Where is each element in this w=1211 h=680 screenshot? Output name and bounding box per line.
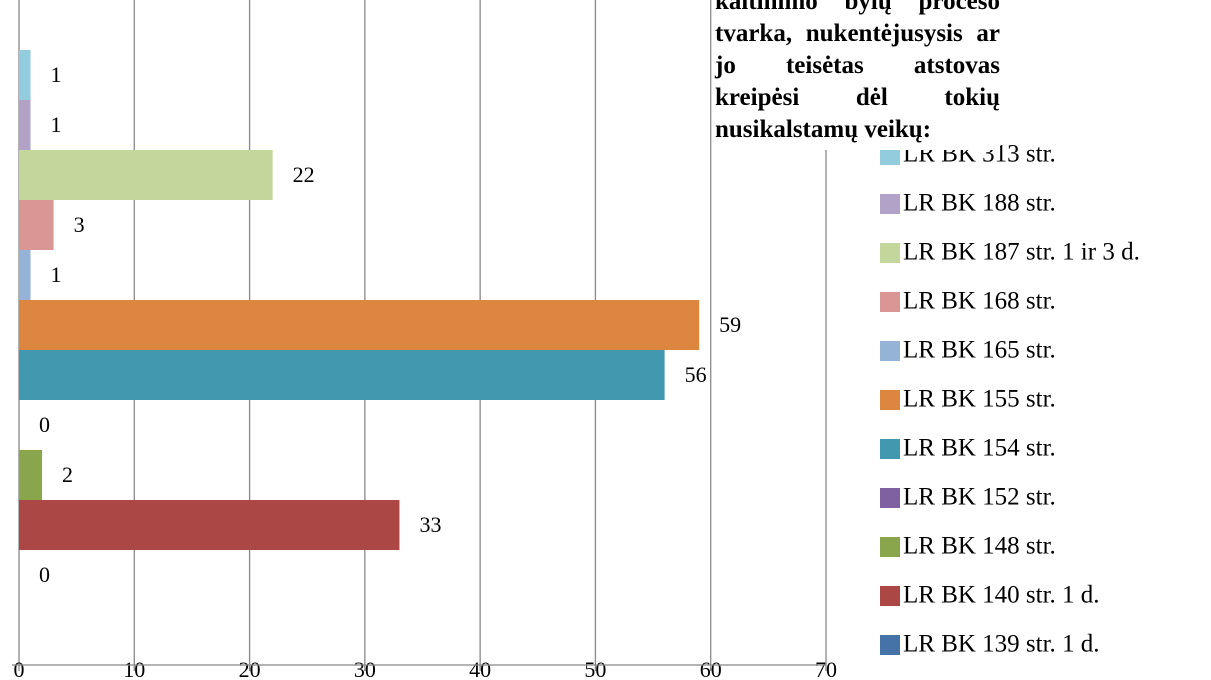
x-tick-label: 0 xyxy=(14,657,25,680)
legend-label: LR BK 187 str. 1 ir 3 d. xyxy=(903,239,1140,266)
legend-label: LR BK 154 str. xyxy=(903,435,1056,462)
data-label: 3 xyxy=(74,212,85,237)
legend-label: LR BK 140 str. 1 d. xyxy=(903,582,1100,609)
legend-label: LR BK 165 str. xyxy=(903,337,1056,364)
x-tick-label: 50 xyxy=(584,657,606,680)
data-label: 59 xyxy=(719,312,741,337)
data-label: 22 xyxy=(293,162,315,187)
data-label: 1 xyxy=(51,62,62,87)
x-tick-label: 30 xyxy=(354,657,376,680)
bar xyxy=(19,300,700,350)
bar xyxy=(19,350,665,400)
bar xyxy=(19,50,31,100)
legend-label: LR BK 148 str. xyxy=(903,533,1056,560)
bar xyxy=(19,450,43,500)
x-tick-label: 60 xyxy=(700,657,722,680)
data-label: 1 xyxy=(51,112,62,137)
legend-swatch xyxy=(880,292,900,312)
bar xyxy=(19,250,31,300)
bar xyxy=(19,150,273,200)
data-label: 0 xyxy=(39,562,50,587)
legend-label: LR BK 139 str. 1 d. xyxy=(903,631,1100,658)
x-tick-label: 40 xyxy=(469,657,491,680)
legend-label: LR BK 168 str. xyxy=(903,288,1056,315)
legend-swatch xyxy=(880,488,900,508)
legend-swatch xyxy=(880,439,900,459)
data-label: 56 xyxy=(685,362,707,387)
legend-swatch xyxy=(880,145,900,165)
legend-label: LR BK 152 str. xyxy=(903,484,1056,511)
legend-swatch xyxy=(880,586,900,606)
data-label: 33 xyxy=(419,512,441,537)
data-label: 0 xyxy=(39,412,50,437)
x-tick-label: 70 xyxy=(815,657,837,680)
bar xyxy=(19,100,31,150)
chart-title: kaltinimo bylų proceso tvarka, nukentėju… xyxy=(715,0,1000,150)
bar xyxy=(19,200,54,250)
legend-swatch xyxy=(880,537,900,557)
legend-label: LR BK 188 str. xyxy=(903,190,1056,217)
legend-label: LR BK 155 str. xyxy=(903,386,1056,413)
legend-swatch xyxy=(880,635,900,655)
data-label: 2 xyxy=(62,462,73,487)
data-label: 1 xyxy=(51,262,62,287)
legend-swatch xyxy=(880,194,900,214)
bar xyxy=(19,500,400,550)
x-tick-label: 20 xyxy=(239,657,261,680)
x-tick-label: 10 xyxy=(123,657,145,680)
legend-swatch xyxy=(880,243,900,263)
legend-swatch xyxy=(880,390,900,410)
legend-swatch xyxy=(880,341,900,361)
